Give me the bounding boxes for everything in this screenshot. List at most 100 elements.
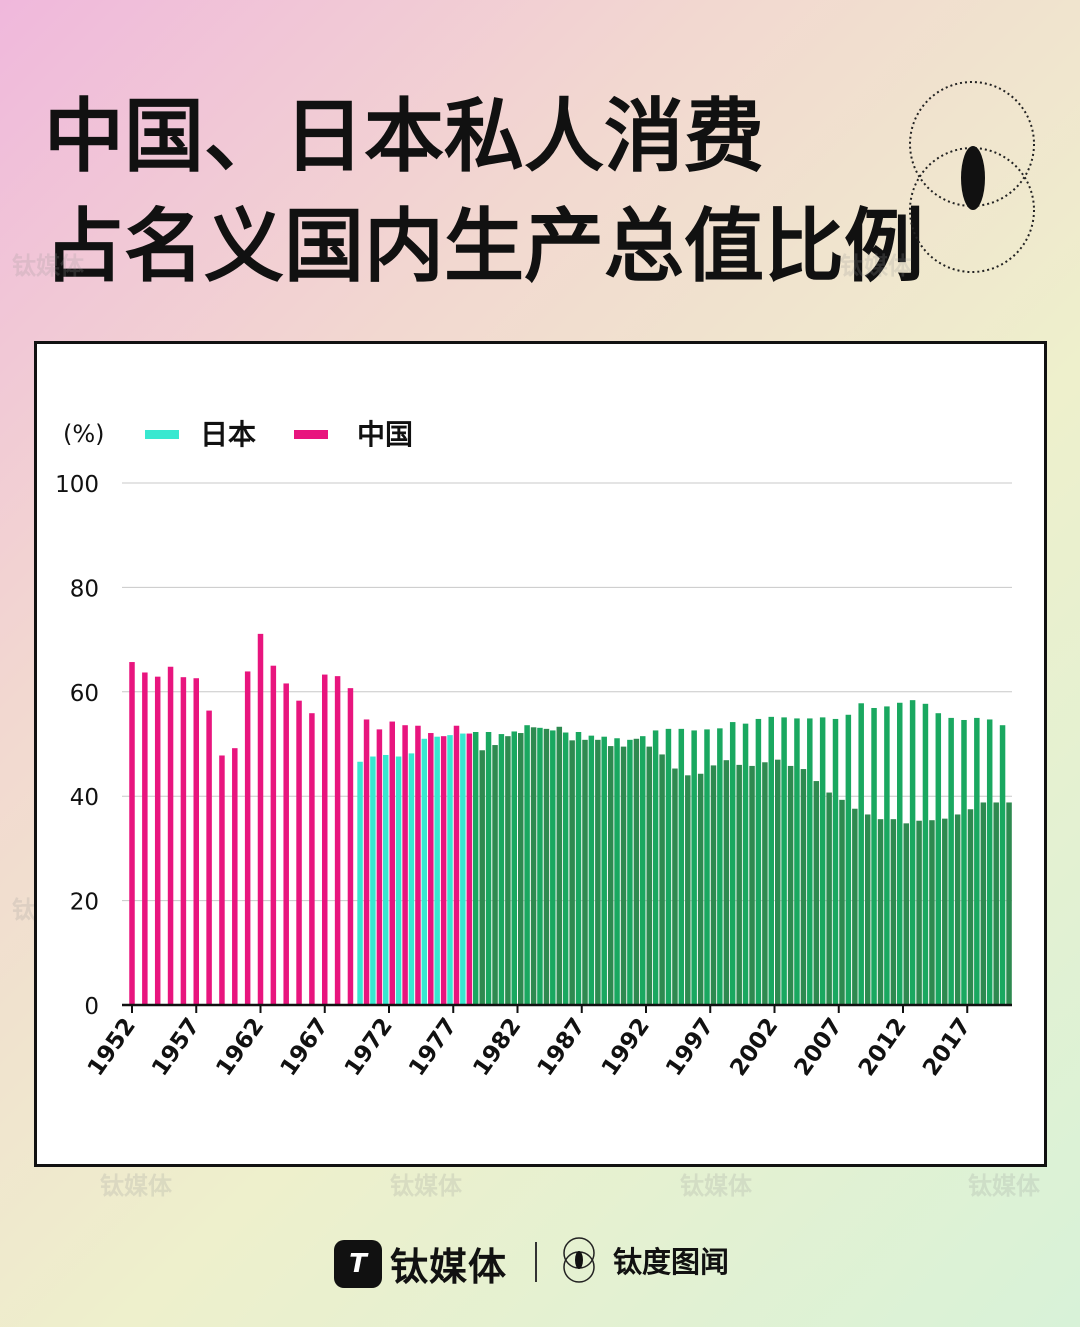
bar-japan-1996 bbox=[691, 730, 697, 1005]
bar-china-1969 bbox=[347, 688, 354, 1005]
bar-china-1995 bbox=[685, 775, 691, 1005]
bar-china-2015 bbox=[942, 818, 948, 1005]
x-tick-label: 1967 bbox=[276, 1014, 334, 1081]
y-tick-label: 0 bbox=[84, 994, 99, 1020]
bar-china-2006 bbox=[826, 792, 832, 1005]
bar-japan-2020 bbox=[999, 725, 1006, 1005]
tmtpost-brand: T 钛媒体 bbox=[334, 1236, 507, 1291]
bar-japan-2006 bbox=[819, 717, 826, 1005]
bar-japan-1991 bbox=[627, 739, 633, 1005]
x-tick-label: 1957 bbox=[147, 1014, 205, 1081]
legend-label-china: 中国 bbox=[357, 418, 413, 451]
bar-china-1999 bbox=[736, 764, 742, 1005]
x-tick-label: 2002 bbox=[725, 1014, 783, 1081]
bar-china-1991 bbox=[633, 738, 640, 1005]
bar-china-2011 bbox=[890, 819, 897, 1005]
bar-japan-2002 bbox=[768, 716, 774, 1005]
bar-china-2001 bbox=[762, 762, 768, 1005]
bar-china-2004 bbox=[800, 769, 807, 1005]
bar-japan-1986 bbox=[562, 732, 569, 1005]
bar-japan-1993 bbox=[652, 730, 659, 1005]
bar-japan-1972 bbox=[383, 754, 389, 1005]
bar-japan-1979 bbox=[472, 731, 479, 1005]
bar-japan-1982 bbox=[511, 731, 517, 1005]
bar-china-2007 bbox=[839, 799, 845, 1005]
bar-japan-1990 bbox=[614, 738, 620, 1005]
bar-japan-1987 bbox=[575, 731, 582, 1005]
x-tick-label: 2007 bbox=[790, 1014, 848, 1081]
bar-china-1980 bbox=[492, 745, 498, 1005]
bar-china-2020 bbox=[1006, 802, 1012, 1005]
bar-china-2005 bbox=[813, 781, 820, 1005]
bar-japan-1997 bbox=[704, 729, 710, 1005]
eye-small-icon bbox=[563, 1237, 595, 1283]
bar-japan-2012 bbox=[897, 702, 903, 1005]
tidu-brand: 钛度图闻 bbox=[555, 1236, 729, 1284]
bar-japan-1975 bbox=[421, 738, 428, 1005]
bar-china-1961 bbox=[244, 671, 251, 1005]
x-tick-label: 1952 bbox=[83, 1014, 141, 1081]
bar-china-1959 bbox=[219, 755, 225, 1005]
bar-japan-1989 bbox=[601, 736, 607, 1005]
bar-japan-2001 bbox=[755, 718, 762, 1005]
eye-logo-icon bbox=[909, 81, 1035, 273]
x-tick-label: 1992 bbox=[597, 1014, 655, 1081]
bar-china-1963 bbox=[270, 665, 277, 1005]
x-tick-label: 2012 bbox=[854, 1014, 912, 1081]
bar-japan-1995 bbox=[678, 728, 685, 1005]
bar-china-1952 bbox=[129, 662, 135, 1005]
bar-japan-2010 bbox=[871, 707, 877, 1005]
legend-label-japan: 日本 bbox=[200, 418, 256, 451]
tidu-brand-name: 钛度图闻 bbox=[613, 1245, 730, 1279]
bar-japan-1976 bbox=[434, 736, 440, 1005]
x-tick-label: 1977 bbox=[404, 1014, 462, 1081]
bar-china-1967 bbox=[322, 674, 328, 1005]
bar-china-2003 bbox=[787, 765, 794, 1005]
x-tick-label: 1987 bbox=[533, 1014, 591, 1081]
bar-japan-2014 bbox=[922, 703, 929, 1005]
bar-china-1985 bbox=[556, 726, 563, 1005]
bar-japan-1980 bbox=[485, 731, 492, 1005]
bar-japan-2008 bbox=[845, 714, 852, 1005]
bar-china-1996 bbox=[697, 773, 704, 1005]
legend-swatch-japan bbox=[145, 430, 179, 439]
bar-japan-2005 bbox=[807, 718, 813, 1005]
bar-china-1953 bbox=[142, 672, 148, 1005]
bar-japan-1985 bbox=[550, 730, 556, 1005]
y-tick-label: 40 bbox=[70, 785, 99, 811]
bar-china-1988 bbox=[595, 739, 601, 1005]
bar-china-2002 bbox=[775, 759, 781, 1005]
bar-japan-2016 bbox=[948, 717, 954, 1005]
bar-china-1975 bbox=[428, 733, 434, 1005]
bar-japan-2011 bbox=[884, 706, 890, 1005]
bar-china-1990 bbox=[620, 746, 627, 1005]
bar-china-1958 bbox=[206, 710, 212, 1005]
x-tick-label: 2017 bbox=[918, 1014, 976, 1081]
watermark: 钛媒体 bbox=[968, 1172, 1040, 1200]
bar-china-1984 bbox=[543, 728, 550, 1005]
x-tick-label: 1982 bbox=[468, 1014, 526, 1081]
bar-japan-2015 bbox=[935, 713, 942, 1005]
bar-china-1989 bbox=[607, 746, 614, 1005]
bar-japan-1983 bbox=[524, 725, 530, 1005]
footer: T 钛媒体 钛度图闻 bbox=[0, 1232, 1080, 1292]
bar-china-1987 bbox=[582, 739, 588, 1005]
bar-china-1966 bbox=[309, 713, 315, 1005]
bar-japan-1973 bbox=[395, 756, 402, 1005]
bar-china-1974 bbox=[415, 725, 421, 1005]
chart-panel: 0 20 40 60 80 100 (%) 日本 中国 1952 1957 1962 1967 1972 1… bbox=[34, 341, 1047, 1167]
bar-china-2000 bbox=[749, 765, 755, 1005]
tmtpost-logo-icon: T bbox=[334, 1239, 382, 1288]
bar-china-1971 bbox=[376, 729, 383, 1005]
bar-japan-1970 bbox=[357, 761, 363, 1005]
bar-japan-2000 bbox=[742, 723, 749, 1005]
bar-china-2014 bbox=[929, 820, 935, 1005]
bar-japan-2013 bbox=[909, 700, 916, 1005]
bar-china-1994 bbox=[672, 768, 678, 1005]
bar-china-1956 bbox=[180, 677, 187, 1005]
bar-japan-1977 bbox=[447, 735, 453, 1005]
bar-china-2018 bbox=[980, 802, 987, 1005]
bar-china-1982 bbox=[518, 733, 524, 1005]
bar-japan-1984 bbox=[537, 727, 543, 1005]
bar-china-1992 bbox=[646, 746, 652, 1005]
